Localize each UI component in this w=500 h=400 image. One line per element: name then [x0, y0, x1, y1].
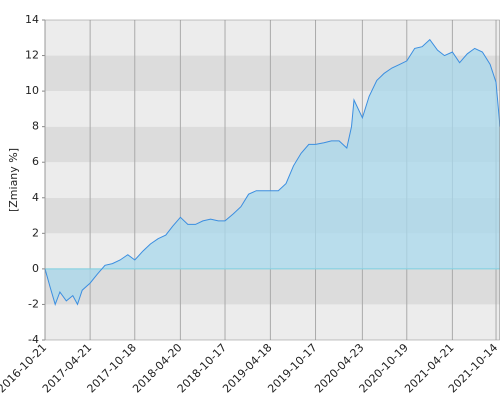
grid-band	[45, 304, 500, 340]
y-tick-label: 8	[32, 120, 39, 133]
line	[44, 38, 500, 306]
y-tick-label: 6	[32, 155, 39, 168]
y-axis-label: [Zmiany %]	[7, 148, 20, 212]
y-tick-label: 12	[25, 49, 39, 62]
y-tick-label: -4	[28, 333, 39, 346]
y-tick-label: -2	[28, 297, 39, 310]
y-tick-label: 4	[32, 191, 39, 204]
y-tick-label: 2	[32, 226, 39, 239]
y-tick-label: 14	[25, 13, 39, 26]
grid-band	[45, 268, 500, 305]
area	[45, 39, 500, 305]
y-tick-label: 10	[25, 84, 39, 97]
y-tick-label: 0	[32, 262, 39, 275]
